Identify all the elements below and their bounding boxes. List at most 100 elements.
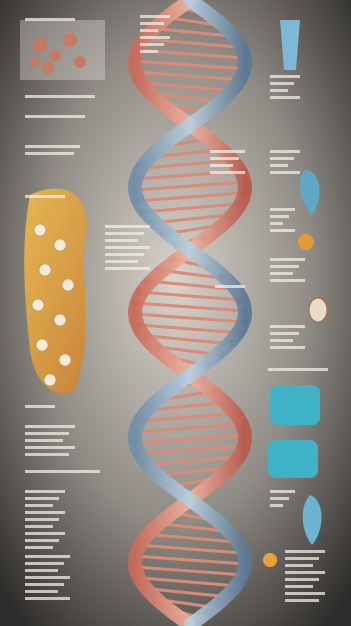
- text-line: [105, 253, 144, 256]
- text-line: [270, 82, 294, 85]
- text-line: [285, 550, 325, 553]
- text-line: [270, 222, 283, 225]
- text-line: [270, 258, 305, 261]
- text-line: [270, 265, 299, 268]
- strand-blue: [127, 0, 253, 626]
- text-line: [270, 164, 288, 167]
- text-line: [270, 504, 283, 507]
- orange-molecule: [24, 188, 87, 394]
- text-line: [270, 279, 305, 282]
- text-line: [270, 272, 293, 275]
- left-panel: [20, 20, 105, 394]
- text-line: [270, 339, 293, 342]
- text-line: [270, 332, 299, 335]
- text-line: [25, 425, 75, 428]
- text-placeholders: [25, 15, 328, 602]
- text-line: [210, 150, 245, 153]
- text-line: [25, 115, 85, 118]
- base-pair: [133, 433, 247, 445]
- base-pair: [135, 191, 245, 203]
- text-line: [270, 96, 300, 99]
- base-pair: [136, 543, 244, 555]
- text-line: [25, 439, 63, 442]
- text-line: [25, 95, 95, 98]
- base-pair: [143, 81, 237, 93]
- text-line: [25, 504, 53, 507]
- text-line: [25, 470, 100, 473]
- text-line: [25, 539, 59, 542]
- base-pair: [133, 59, 247, 71]
- molecule-cluster: [30, 33, 86, 74]
- text-line: [285, 571, 325, 574]
- base-pair: [134, 301, 246, 313]
- base-pair: [140, 411, 240, 423]
- text-line: [140, 29, 158, 32]
- text-line: [270, 346, 305, 349]
- text-line: [210, 164, 233, 167]
- text-line: [210, 171, 245, 174]
- text-line: [270, 208, 295, 211]
- text-line: [25, 145, 80, 148]
- base-pair: [142, 455, 238, 467]
- text-line: [25, 546, 53, 549]
- text-line: [105, 246, 150, 249]
- base-pair: [140, 202, 240, 214]
- blue-molecule: [302, 495, 322, 545]
- text-line: [270, 490, 295, 493]
- base-pair: [138, 290, 242, 302]
- text-line: [105, 260, 138, 263]
- text-line: [105, 232, 144, 235]
- text-line: [25, 511, 65, 514]
- text-line: [105, 239, 138, 242]
- text-line: [270, 215, 289, 218]
- base-pair: [143, 532, 237, 544]
- text-line: [215, 285, 245, 288]
- base-pair: [135, 422, 245, 434]
- text-line: [25, 532, 65, 535]
- text-line: [25, 576, 70, 579]
- base-pair: [136, 444, 244, 456]
- text-line: [268, 368, 328, 371]
- text-line: [140, 15, 170, 18]
- text-line: [270, 150, 300, 153]
- text-line: [285, 564, 313, 567]
- text-line: [25, 446, 75, 449]
- text-line: [270, 325, 305, 328]
- text-line: [105, 225, 150, 228]
- protein-block: [268, 440, 318, 478]
- base-pair: [142, 158, 238, 170]
- text-line: [210, 157, 239, 160]
- text-line: [140, 36, 170, 39]
- text-line: [140, 43, 164, 46]
- crystal-top: [280, 20, 300, 70]
- text-line: [285, 557, 319, 560]
- text-line: [270, 157, 294, 160]
- text-line: [270, 75, 300, 78]
- text-line: [25, 562, 64, 565]
- base-pair: [146, 334, 234, 346]
- text-line: [25, 590, 58, 593]
- orange-sphere: [298, 234, 314, 250]
- text-line: [25, 497, 59, 500]
- base-pair: [134, 312, 246, 324]
- text-line: [105, 267, 150, 270]
- strand-pink: [127, 0, 253, 626]
- text-line: [285, 599, 319, 602]
- protein-block: [270, 385, 320, 425]
- text-line: [285, 585, 313, 588]
- orange-sphere: [263, 553, 277, 567]
- right-panel: [263, 20, 328, 567]
- text-line: [25, 432, 69, 435]
- inset-box: [20, 20, 105, 80]
- blue-molecule: [299, 170, 320, 215]
- text-line: [25, 195, 65, 198]
- cell: [308, 297, 328, 323]
- text-line: [25, 490, 65, 493]
- base-pair: [139, 37, 241, 49]
- text-line: [25, 518, 59, 521]
- base-pair: [139, 576, 241, 588]
- text-line: [270, 229, 295, 232]
- base-pair: [148, 26, 232, 38]
